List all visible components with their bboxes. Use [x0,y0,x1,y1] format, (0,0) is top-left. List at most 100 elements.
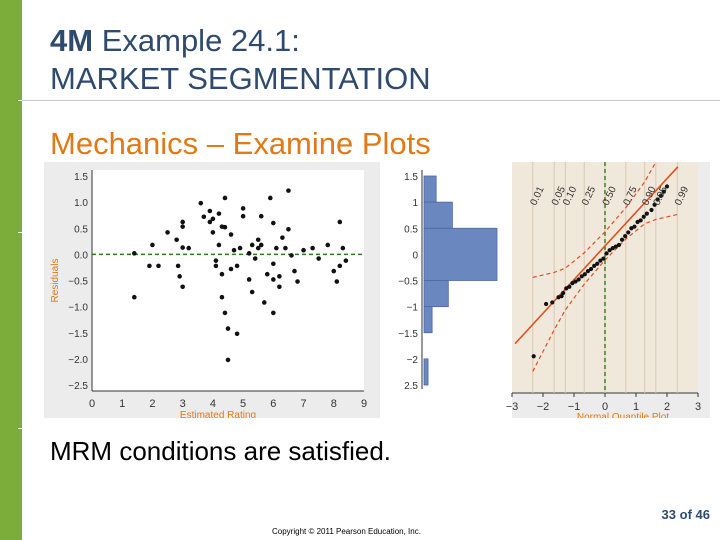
histogram-tick-label: 0 [412,250,418,261]
scatter-point [337,263,343,269]
scatter-point [252,256,258,261]
quantile-point [661,189,667,194]
scatter-point [156,263,161,269]
scatter-point [180,224,185,229]
scatter-point [225,357,231,363]
quantile-point [649,207,654,213]
scatter-point [258,213,264,219]
scatter-point [301,247,306,253]
scatter-point [334,279,340,284]
scatter-point [249,289,255,295]
histogram-bar [423,201,453,229]
title-rest: Example 24.1: [101,23,300,58]
histogram-bar [423,227,498,281]
quantile-point [644,211,649,216]
quantile-point [626,230,631,235]
scatter-point [177,274,182,279]
scatter-point [246,251,252,256]
scatter-x-tick-label: 2 [149,398,155,410]
scatter-y-tick-label: −1.0 [68,303,88,314]
quantile-point [629,226,634,231]
page-of: of [679,507,692,522]
scatter-point [310,245,315,251]
sidebar-notch [18,428,22,429]
scatter-point [325,242,331,248]
quantile-point [610,246,615,251]
scatter-point [213,263,219,269]
page-number: 33 of 46 [662,507,710,522]
quantile-point [613,244,618,249]
scatter-point [237,245,243,251]
histogram-tick-label: −1.5 [398,329,418,340]
quantile-x-tick-label: 0 [602,401,608,413]
scatter-x-tick-label: 3 [180,398,186,410]
histogram-bar [423,358,429,386]
scatter-point [165,230,170,235]
scatter-x-tick-label: 9 [361,398,367,410]
quantile-point [623,233,628,239]
scatter-point [249,242,255,248]
scatter-point [175,263,181,269]
scatter-point [132,294,137,300]
scatter-x-tick-label: 7 [300,398,306,410]
page-total: 46 [695,507,710,522]
quantile-point [595,261,600,266]
scatter-point [186,245,192,251]
sidebar-notch [18,100,22,101]
scatter-y-tick-label: −1.5 [68,329,88,340]
quantile-fit-line [514,166,679,345]
scatter-x-tick-label: 0 [89,398,95,410]
scatter-point [210,230,216,235]
slide-title-line1: 4M Example 24.1: [50,22,431,60]
histogram-tick-label: 0.5 [404,224,418,235]
quantile-point [619,237,625,242]
scatter-point [132,251,137,256]
quantile-x-axis-label: Normal Quantile Plot [577,412,669,418]
scatter-point [271,310,276,316]
scatter-point [222,224,228,230]
scatter-point [289,253,294,258]
quantile-point [635,219,640,225]
page-current: 33 [661,507,676,522]
quantile-point [579,274,584,279]
scatter-point [228,266,234,272]
scatter-point [277,274,282,279]
scatter-point [216,211,222,216]
histogram-tick-label: 1.5 [404,172,418,183]
scatter-point [207,208,213,214]
scatter-point [150,242,155,248]
quantile-point [567,284,572,289]
scatter-point [268,195,273,201]
scatter-point [246,277,252,282]
scatter-point [295,279,300,284]
scatter-x-axis-label: Estimated Rating [180,410,256,418]
scatter-point [316,256,321,261]
quantile-point [550,300,555,305]
scatter-point [234,331,240,337]
quantile-point [638,218,643,223]
scatter-point [271,277,276,282]
quantile-x-tick-label: 1 [633,401,639,413]
quantile-point [588,266,594,272]
quantile-point [582,272,587,277]
scatter-point [216,242,222,248]
scatter-point [201,214,207,220]
scatter-point [258,242,264,248]
scatter-point [343,258,349,263]
title-divider [22,100,720,101]
quantile-point [570,281,575,286]
scatter-y-tick-label: −0.5 [68,277,88,288]
scatter-y-tick-label: −2.5 [68,381,88,392]
slide-title: 4M Example 24.1: MARKET SEGMENTATION [50,22,431,98]
scatter-point [283,245,288,251]
scatter-point [207,219,213,225]
quantile-upper-band [532,162,657,278]
scatter-point [225,326,231,331]
quantile-point [664,184,670,189]
scatter-point [240,213,246,219]
histogram-tick-label: 1 [412,198,418,209]
scatter-x-tick-label: 6 [270,398,276,410]
quantile-point [531,354,536,359]
quantile-point [585,268,591,274]
scatter-point [231,247,237,253]
